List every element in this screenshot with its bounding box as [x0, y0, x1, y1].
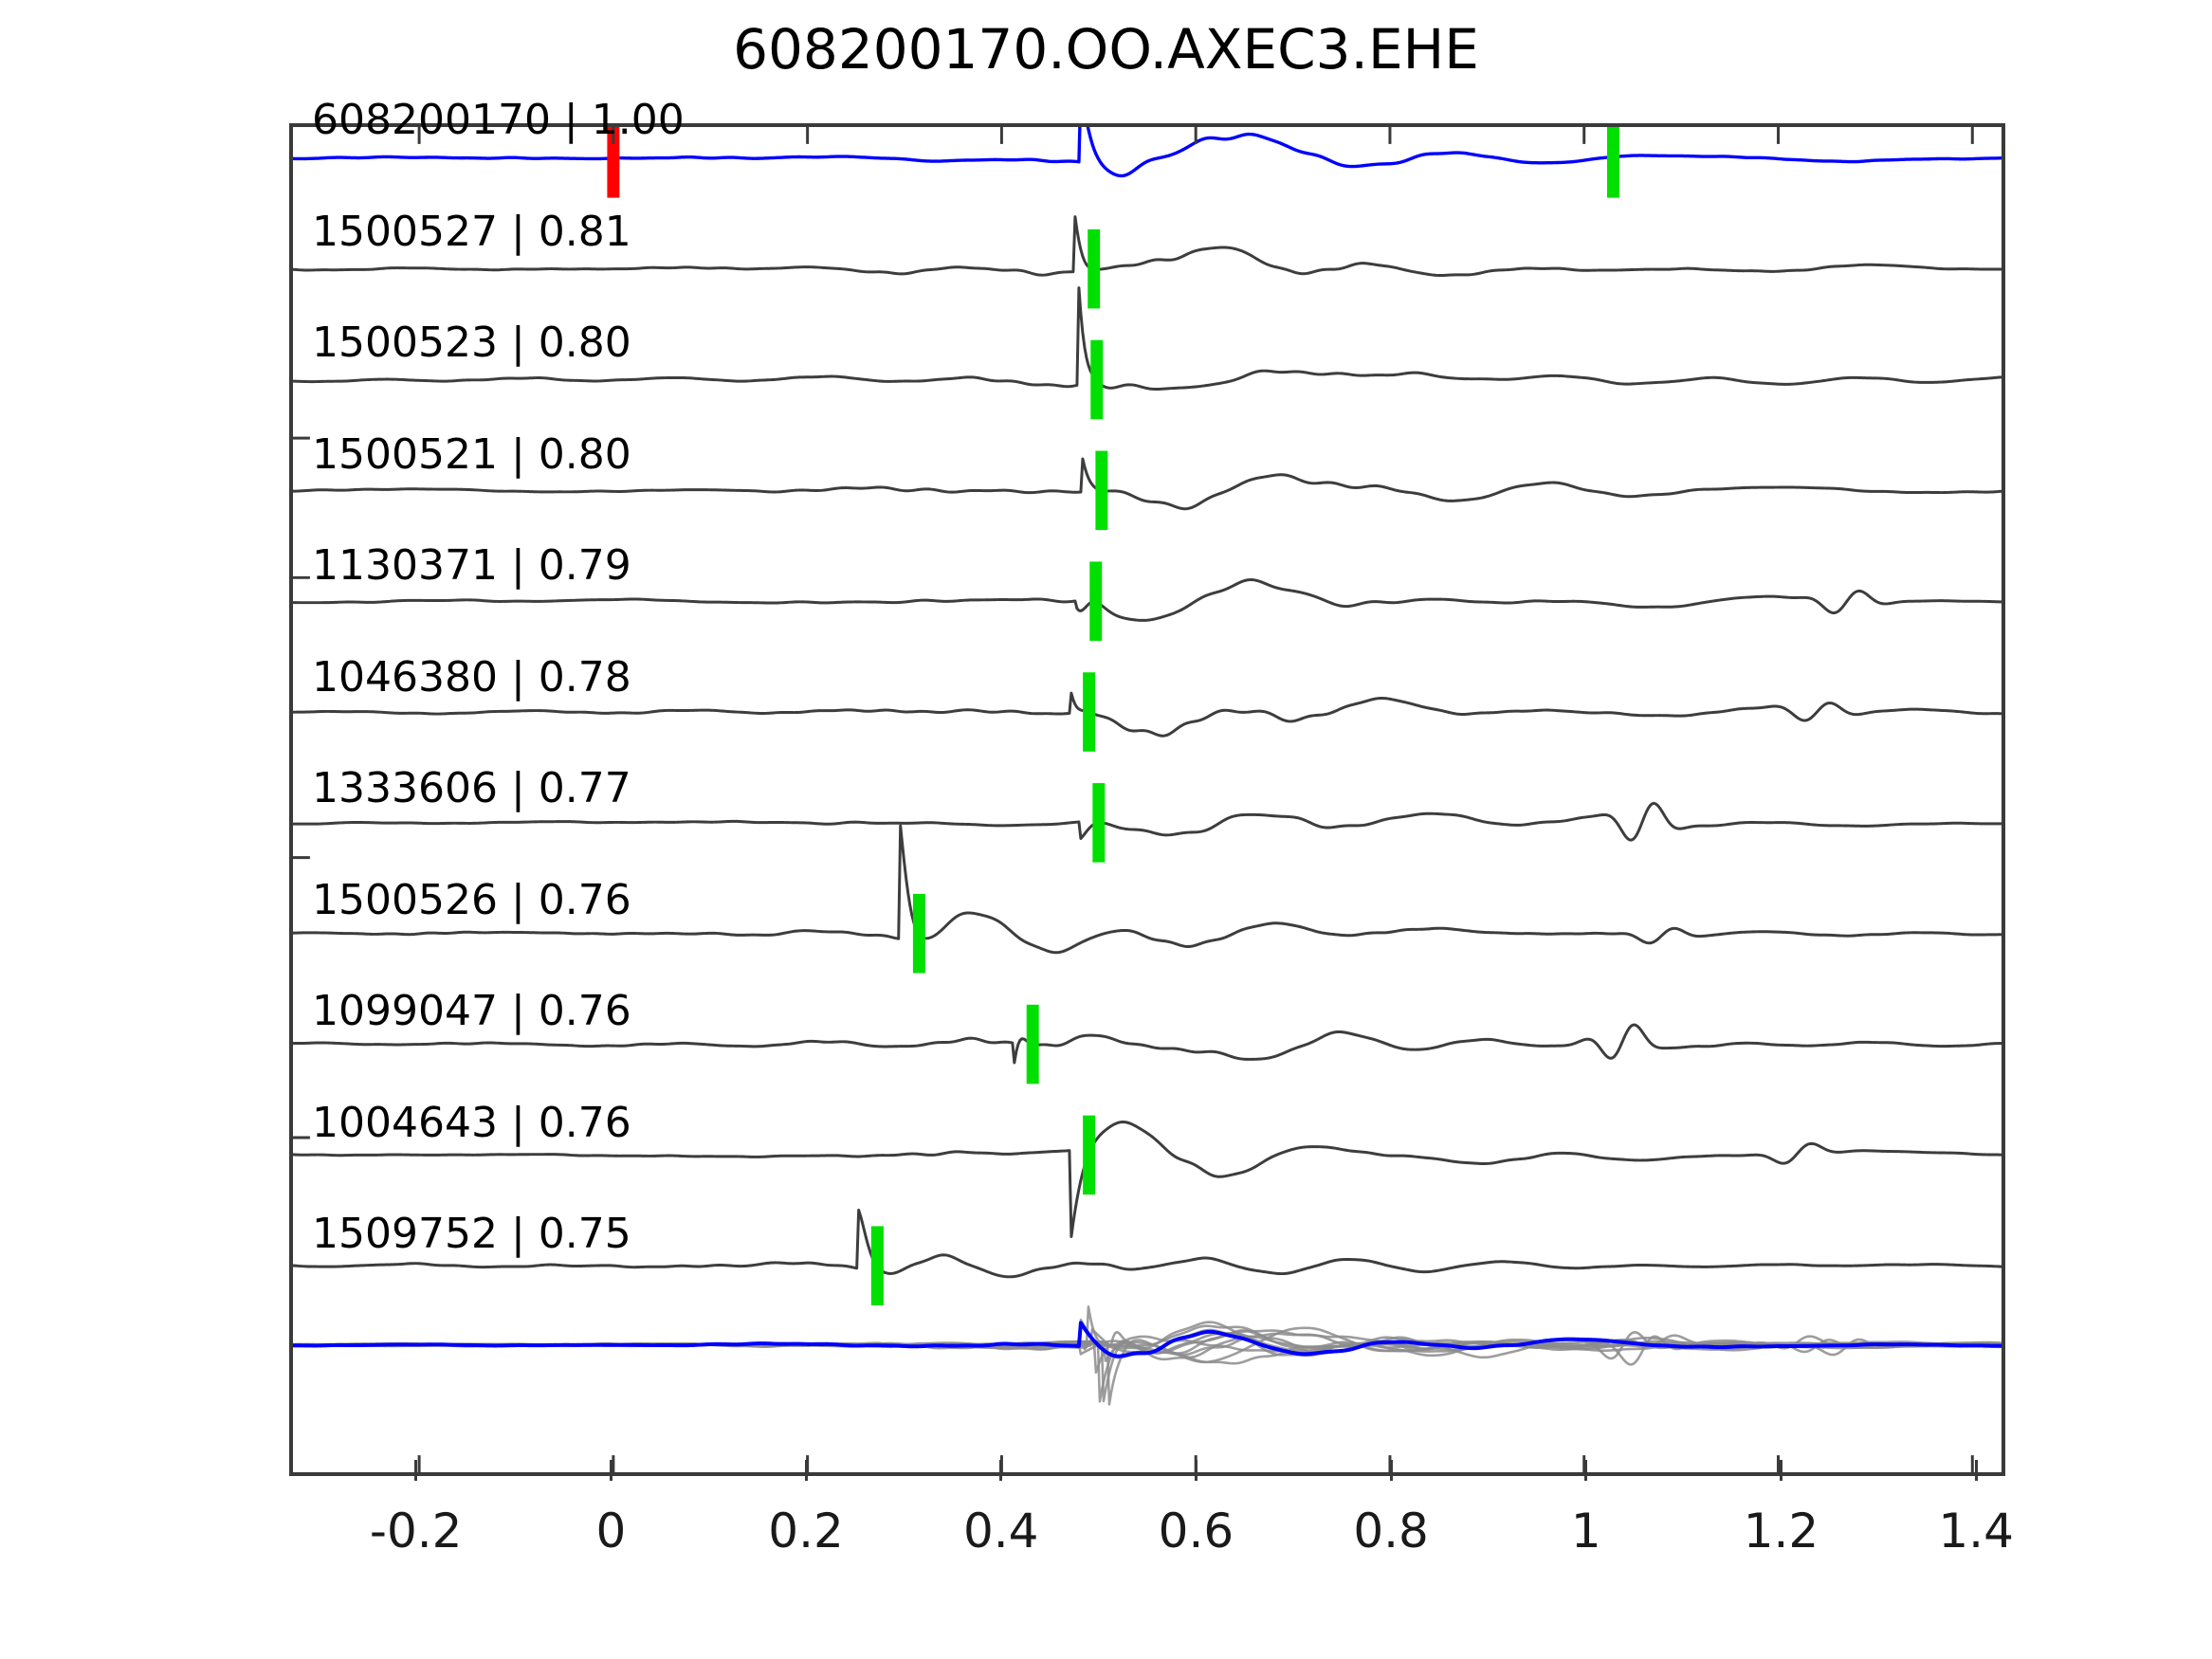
waveform-trace: [293, 127, 2002, 178]
trace-label: 1500523 | 0.80: [312, 319, 631, 367]
trace-label: 1004643 | 0.76: [312, 1098, 631, 1147]
trace-label: 1509752 | 0.75: [312, 1210, 631, 1258]
detection-pick-marker: [1088, 228, 1101, 309]
trace-label: 1500527 | 0.81: [312, 207, 631, 256]
x-axis-tick: [804, 1460, 808, 1481]
x-axis-tick: [609, 1460, 612, 1481]
x-axis-tick-label: 1.4: [1938, 1504, 2014, 1559]
trace-label: 1046380 | 0.78: [312, 652, 631, 702]
waveform-trace: [293, 215, 2002, 277]
x-axis-tick-label: 1: [1570, 1504, 1601, 1559]
x-axis-tick: [1584, 1460, 1588, 1481]
x-axis-tick-label: 0.4: [962, 1504, 1039, 1559]
detection-pick-marker: [1083, 1115, 1096, 1195]
trace-label: 1099047 | 0.76: [312, 987, 631, 1035]
waveform-trace: [293, 457, 2002, 511]
detection-pick-marker: [1083, 672, 1096, 752]
waveform-canvas: [293, 127, 2002, 1472]
detection-pick-marker: [1606, 127, 1619, 198]
trace-label: 608200170 | 1.00: [312, 96, 685, 144]
x-axis-tick-label: -0.2: [369, 1504, 463, 1559]
waveform-trace: [293, 1023, 2002, 1065]
detection-pick-marker: [1026, 1004, 1039, 1085]
trace-label: 1130371 | 0.79: [312, 541, 631, 590]
x-axis-tick-label: 0.6: [1158, 1504, 1234, 1559]
stack-template-trace: [293, 1321, 2002, 1358]
trace-label: 1333606 | 0.77: [312, 764, 631, 812]
waveform-trace: [293, 1121, 2002, 1238]
x-axis-tick: [1974, 1460, 1978, 1481]
trace-label: 1500526 | 0.76: [312, 875, 631, 924]
waveform-trace: [293, 286, 2002, 392]
waveform-trace: [293, 1209, 2002, 1279]
detection-pick-marker: [870, 1226, 884, 1305]
waveform-trace: [293, 824, 2002, 955]
waveform-trace: [293, 691, 2002, 738]
x-axis-tick: [1779, 1460, 1782, 1481]
x-axis-tick-label: 0.8: [1353, 1504, 1429, 1559]
x-axis-tick-label: 0: [595, 1504, 627, 1559]
x-axis-tick-label: 1.2: [1743, 1504, 1819, 1559]
x-axis-tick-label: 0.2: [768, 1504, 844, 1559]
detection-pick-marker: [912, 893, 925, 974]
page-title: 608200170.OO.AXEC3.EHE: [733, 17, 1479, 82]
x-axis-tick: [1194, 1460, 1197, 1481]
detection-pick-marker: [1089, 561, 1103, 641]
x-axis: -0.2 0 0.2 0.4 0.6 0.8 1 1.2 1.4: [289, 1460, 2014, 1566]
trace-label: 1500521 | 0.80: [312, 429, 631, 479]
waveform-trace: [293, 801, 2002, 842]
waveform-trace: [293, 578, 2002, 622]
x-axis-tick: [414, 1460, 418, 1481]
x-axis-tick: [999, 1460, 1003, 1481]
detection-pick-marker: [1092, 783, 1106, 863]
plot-area: [289, 123, 2005, 1476]
detection-pick-marker: [1095, 450, 1108, 531]
template-pick-marker: [607, 127, 620, 198]
x-axis-tick: [1389, 1460, 1393, 1481]
detection-pick-marker: [1090, 339, 1104, 420]
